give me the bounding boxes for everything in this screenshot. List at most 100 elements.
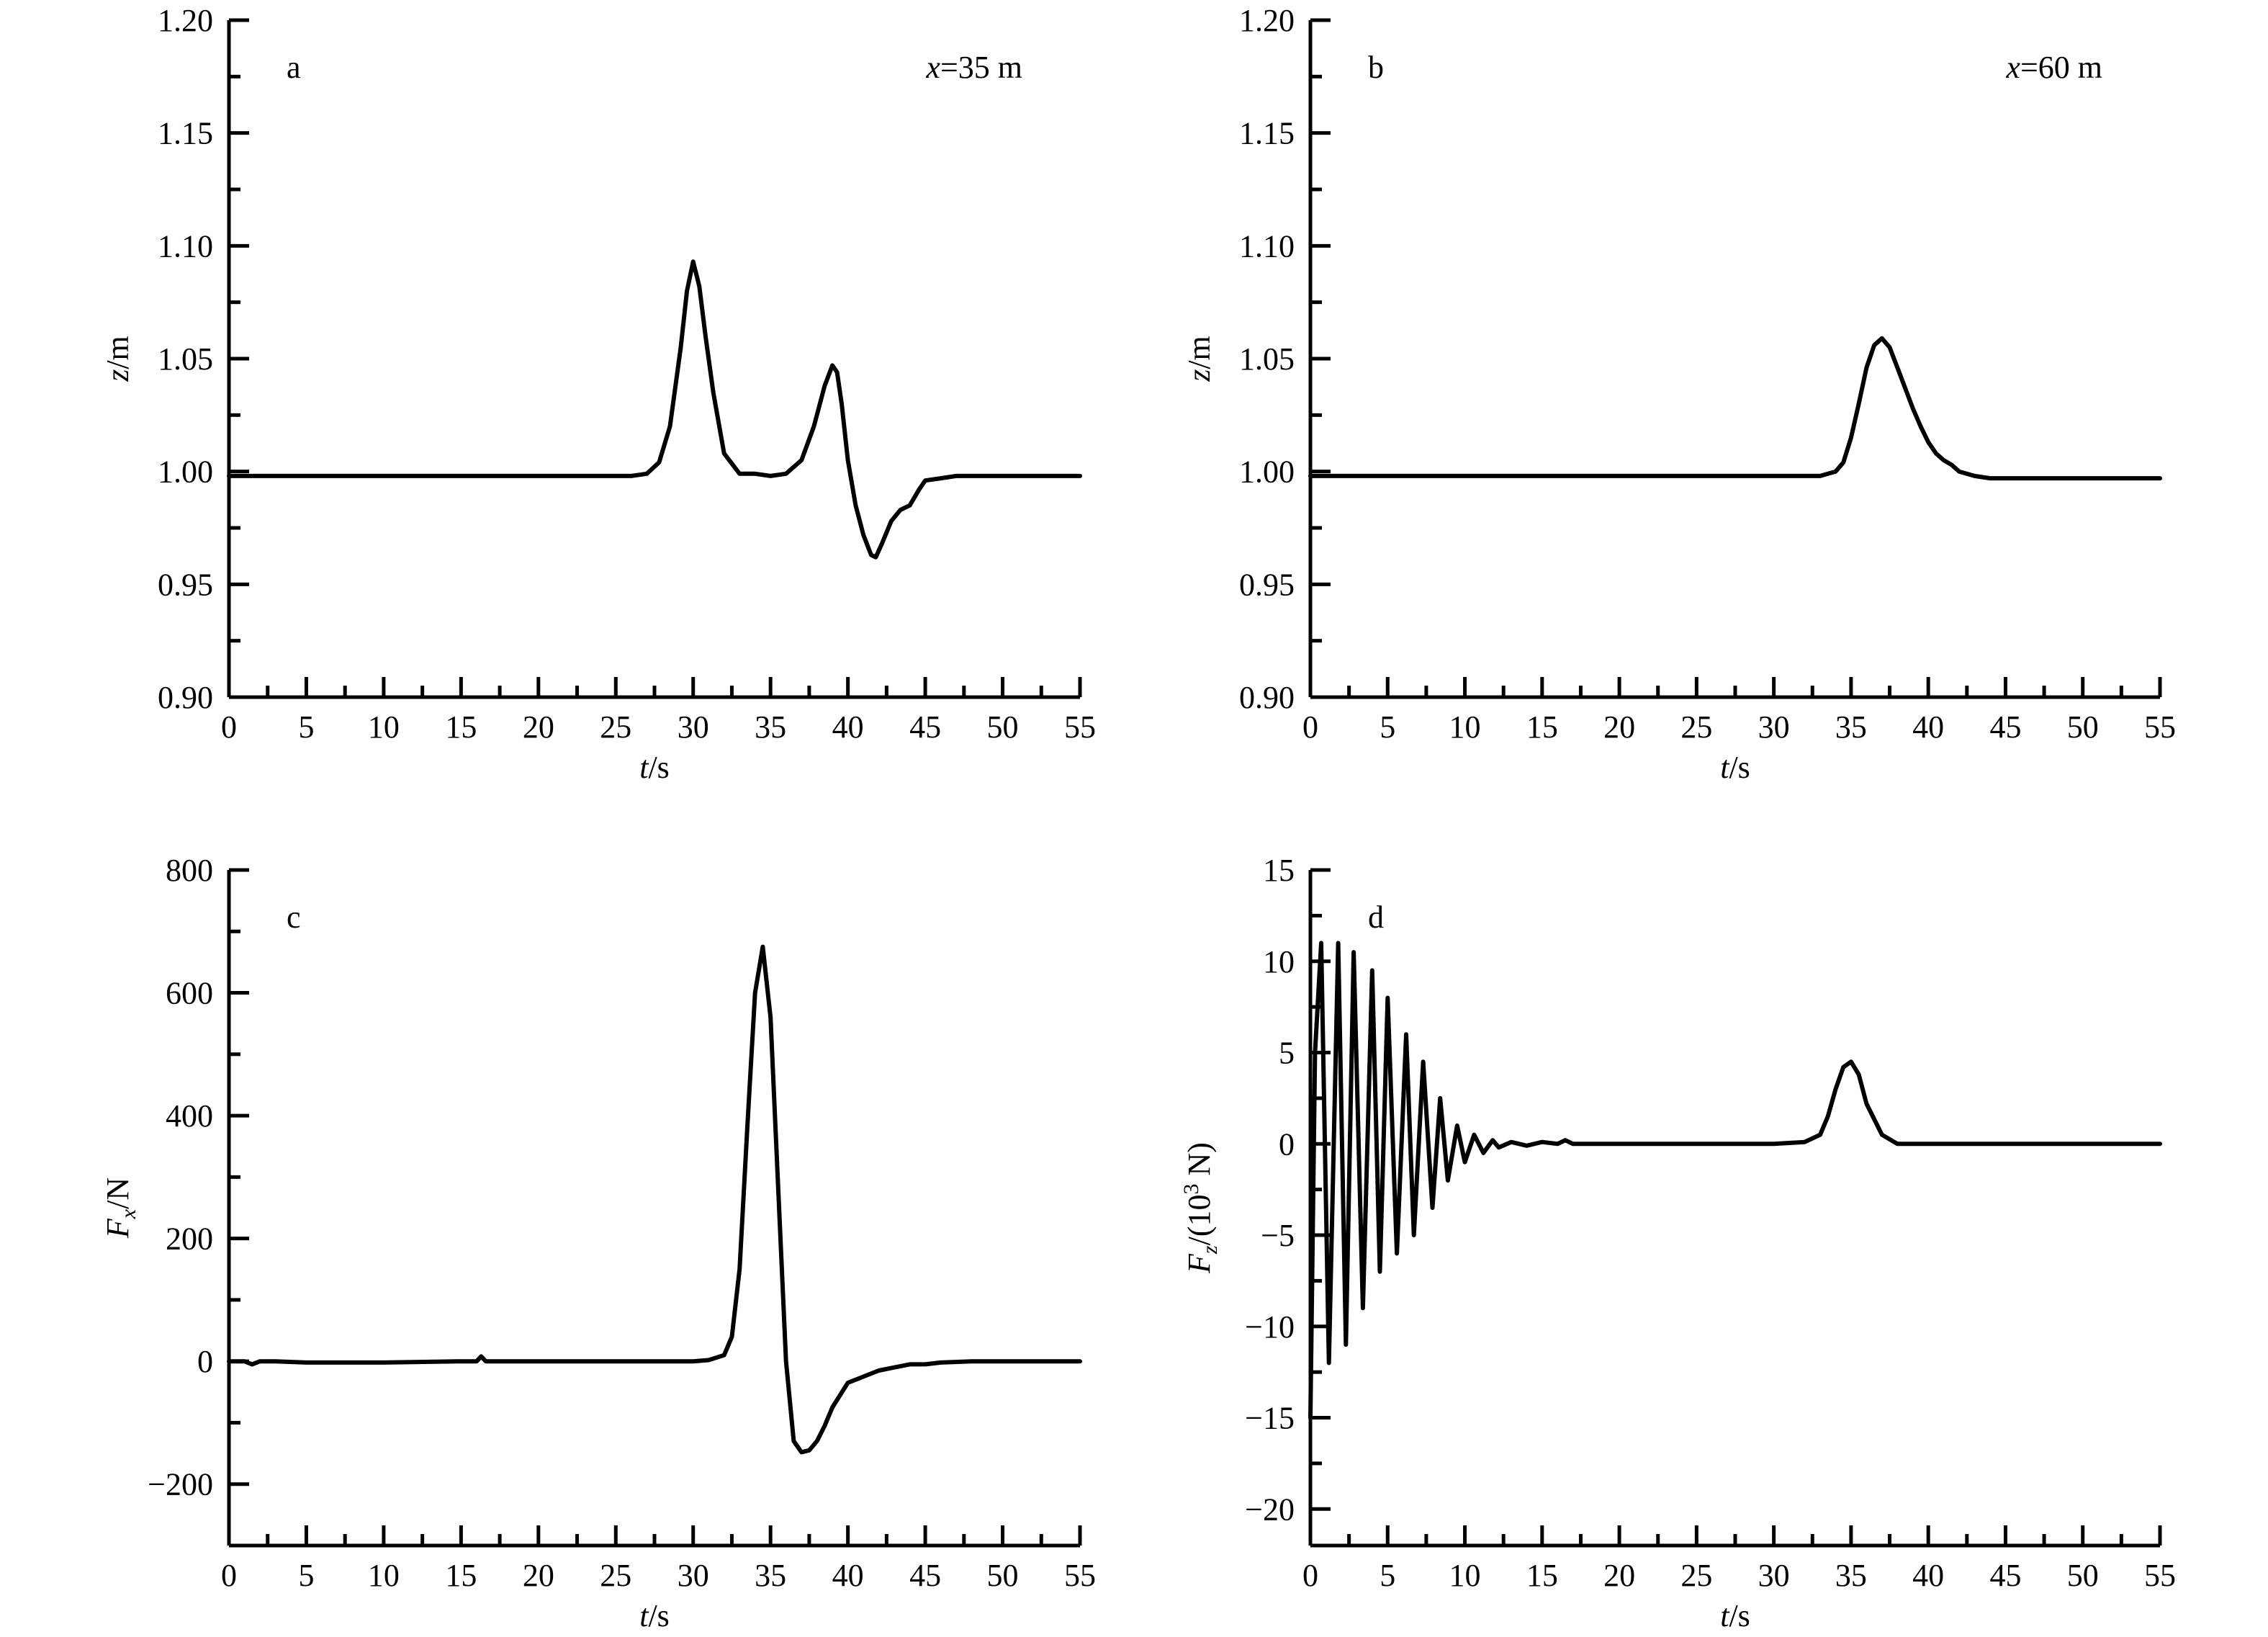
y-axis-superscript: 3 — [1179, 1183, 1203, 1194]
x-tick-label: 50 — [2067, 1558, 2099, 1593]
x-tick-label: 5 — [1380, 709, 1395, 745]
annotation-value: =60 m — [2020, 50, 2102, 85]
x-tick-label: 35 — [755, 709, 786, 745]
x-axis-var: t — [639, 750, 649, 785]
x-tick-label: 15 — [1526, 709, 1558, 745]
y-axis-subscript: x — [117, 1208, 140, 1219]
y-axis-unit-end: N) — [1182, 1142, 1217, 1183]
x-tick-label: 50 — [987, 1558, 1019, 1593]
x-tick-label: 15 — [1526, 1558, 1558, 1593]
y-axis-unit: /m — [1182, 336, 1217, 369]
x-axis-var: t — [639, 1598, 649, 1633]
x-tick-label: 45 — [1989, 709, 2021, 745]
x-axis-var: t — [1720, 1598, 1730, 1633]
x-tick-label: 35 — [1835, 709, 1867, 745]
y-tick-label: 200 — [166, 1221, 213, 1257]
y-tick-label: −5 — [1261, 1218, 1295, 1253]
y-axis-title: z/m — [1182, 336, 1217, 382]
y-axis-title: Fx/N — [100, 1178, 140, 1239]
y-tick-label: 0.90 — [1239, 680, 1295, 715]
y-tick-label: 800 — [166, 853, 213, 888]
y-tick-label: 400 — [166, 1098, 213, 1134]
y-tick-label: 15 — [1263, 853, 1295, 888]
y-tick-label: 0 — [1279, 1126, 1295, 1162]
series-line — [227, 259, 1082, 560]
x-tick-label: 35 — [755, 1558, 786, 1593]
y-tick-label: 10 — [1263, 944, 1295, 979]
y-tick-label: 1.00 — [158, 454, 213, 490]
y-tick-label: 600 — [166, 976, 213, 1011]
annotation-var: x — [2005, 50, 2020, 85]
panel-label: d — [1368, 900, 1384, 935]
x-tick-label: 15 — [445, 709, 477, 745]
y-axis-unit: /m — [100, 336, 135, 369]
panel-label: b — [1368, 50, 1384, 85]
y-tick-label: 0.95 — [1239, 567, 1295, 602]
x-tick-label: 40 — [1912, 709, 1944, 745]
x-tick-label: 55 — [2144, 709, 2176, 745]
x-axis-title: t/s — [639, 1598, 670, 1633]
y-tick-label: −200 — [148, 1467, 213, 1502]
y-tick-label: 1.20 — [158, 3, 213, 38]
x-tick-label: 0 — [221, 709, 237, 745]
panel-label: a — [287, 50, 301, 85]
x-tick-label: 25 — [1680, 1558, 1712, 1593]
panel-c: 0 5 10 15 20 25 30 35 40 45 50 55 −200 0 200 400 600 800 t… — [100, 853, 1096, 1633]
annotation-var: x — [925, 50, 940, 85]
y-tick-label: 1.10 — [1239, 228, 1295, 264]
x-tick-label: 40 — [832, 709, 864, 745]
y-tick-label: 1.10 — [158, 228, 213, 264]
x-tick-label: 25 — [600, 709, 631, 745]
x-axis-title: t/s — [1720, 1598, 1750, 1633]
x-tick-label: 0 — [221, 1558, 237, 1593]
y-axis-title: z/m — [100, 336, 135, 382]
y-tick-label: 1.15 — [158, 116, 213, 151]
x-axis-var: t — [1720, 750, 1730, 785]
x-tick-label: 40 — [1912, 1558, 1944, 1593]
x-tick-label: 50 — [987, 709, 1019, 745]
y-tick-label: 1.20 — [1239, 3, 1295, 38]
x-tick-label: 55 — [2144, 1558, 2176, 1593]
x-tick-label: 5 — [1380, 1558, 1395, 1593]
x-tick-label: 30 — [678, 1558, 709, 1593]
panel-d: 0 5 10 15 20 25 30 35 40 45 50 55 −20 −15 −10 −5 0 5 10 15 t… — [1179, 853, 2176, 1633]
y-axis-var: F — [100, 1218, 135, 1239]
x-tick-label: 25 — [1680, 709, 1712, 745]
x-tick-label: 45 — [909, 709, 941, 745]
x-tick-label: 30 — [1758, 709, 1790, 745]
y-axis-subscript: z — [1198, 1245, 1222, 1255]
y-tick-label: 1.00 — [1239, 454, 1295, 490]
y-axis-unit: /N — [100, 1178, 135, 1209]
x-tick-label: 20 — [523, 1558, 554, 1593]
x-tick-label: 0 — [1302, 709, 1318, 745]
panel-label: c — [287, 900, 301, 935]
x-axis-unit: /s — [648, 1598, 669, 1633]
x-tick-label: 35 — [1835, 1558, 1867, 1593]
x-tick-label: 30 — [1758, 1558, 1790, 1593]
y-tick-label: 0.90 — [158, 680, 213, 715]
x-tick-label: 30 — [678, 709, 709, 745]
y-axis-var: F — [1182, 1253, 1217, 1274]
x-tick-label: 20 — [523, 709, 554, 745]
x-tick-label: 45 — [909, 1558, 941, 1593]
y-tick-label: 1.15 — [1239, 116, 1295, 151]
x-axis-title: t/s — [639, 750, 670, 785]
x-tick-label: 45 — [1989, 1558, 2021, 1593]
y-tick-label: −15 — [1245, 1401, 1295, 1436]
x-tick-label: 0 — [1302, 1558, 1318, 1593]
series-line — [227, 944, 1082, 1455]
panel-a: 0 5 10 15 20 25 30 35 40 45 50 55 0.90 0.95 1.00 1.05 1.… — [100, 3, 1096, 785]
x-tick-label: 10 — [1449, 1558, 1481, 1593]
x-tick-label: 25 — [600, 1558, 631, 1593]
x-tick-label: 50 — [2067, 709, 2099, 745]
y-tick-label: −20 — [1245, 1492, 1295, 1527]
x-axis-unit: /s — [1729, 1598, 1750, 1633]
location-annotation: x=35 m — [925, 50, 1022, 85]
y-axis-var: z — [1182, 369, 1217, 382]
x-tick-label: 10 — [368, 709, 400, 745]
series-line — [1308, 336, 2162, 481]
y-axis-title: Fz/(103 N) — [1179, 1142, 1222, 1274]
panel-b: 0 5 10 15 20 25 30 35 40 45 50 55 0.90 0.95 1.00 1.05 1.… — [1182, 3, 2176, 785]
y-axis-unit: /(10 — [1182, 1194, 1217, 1245]
